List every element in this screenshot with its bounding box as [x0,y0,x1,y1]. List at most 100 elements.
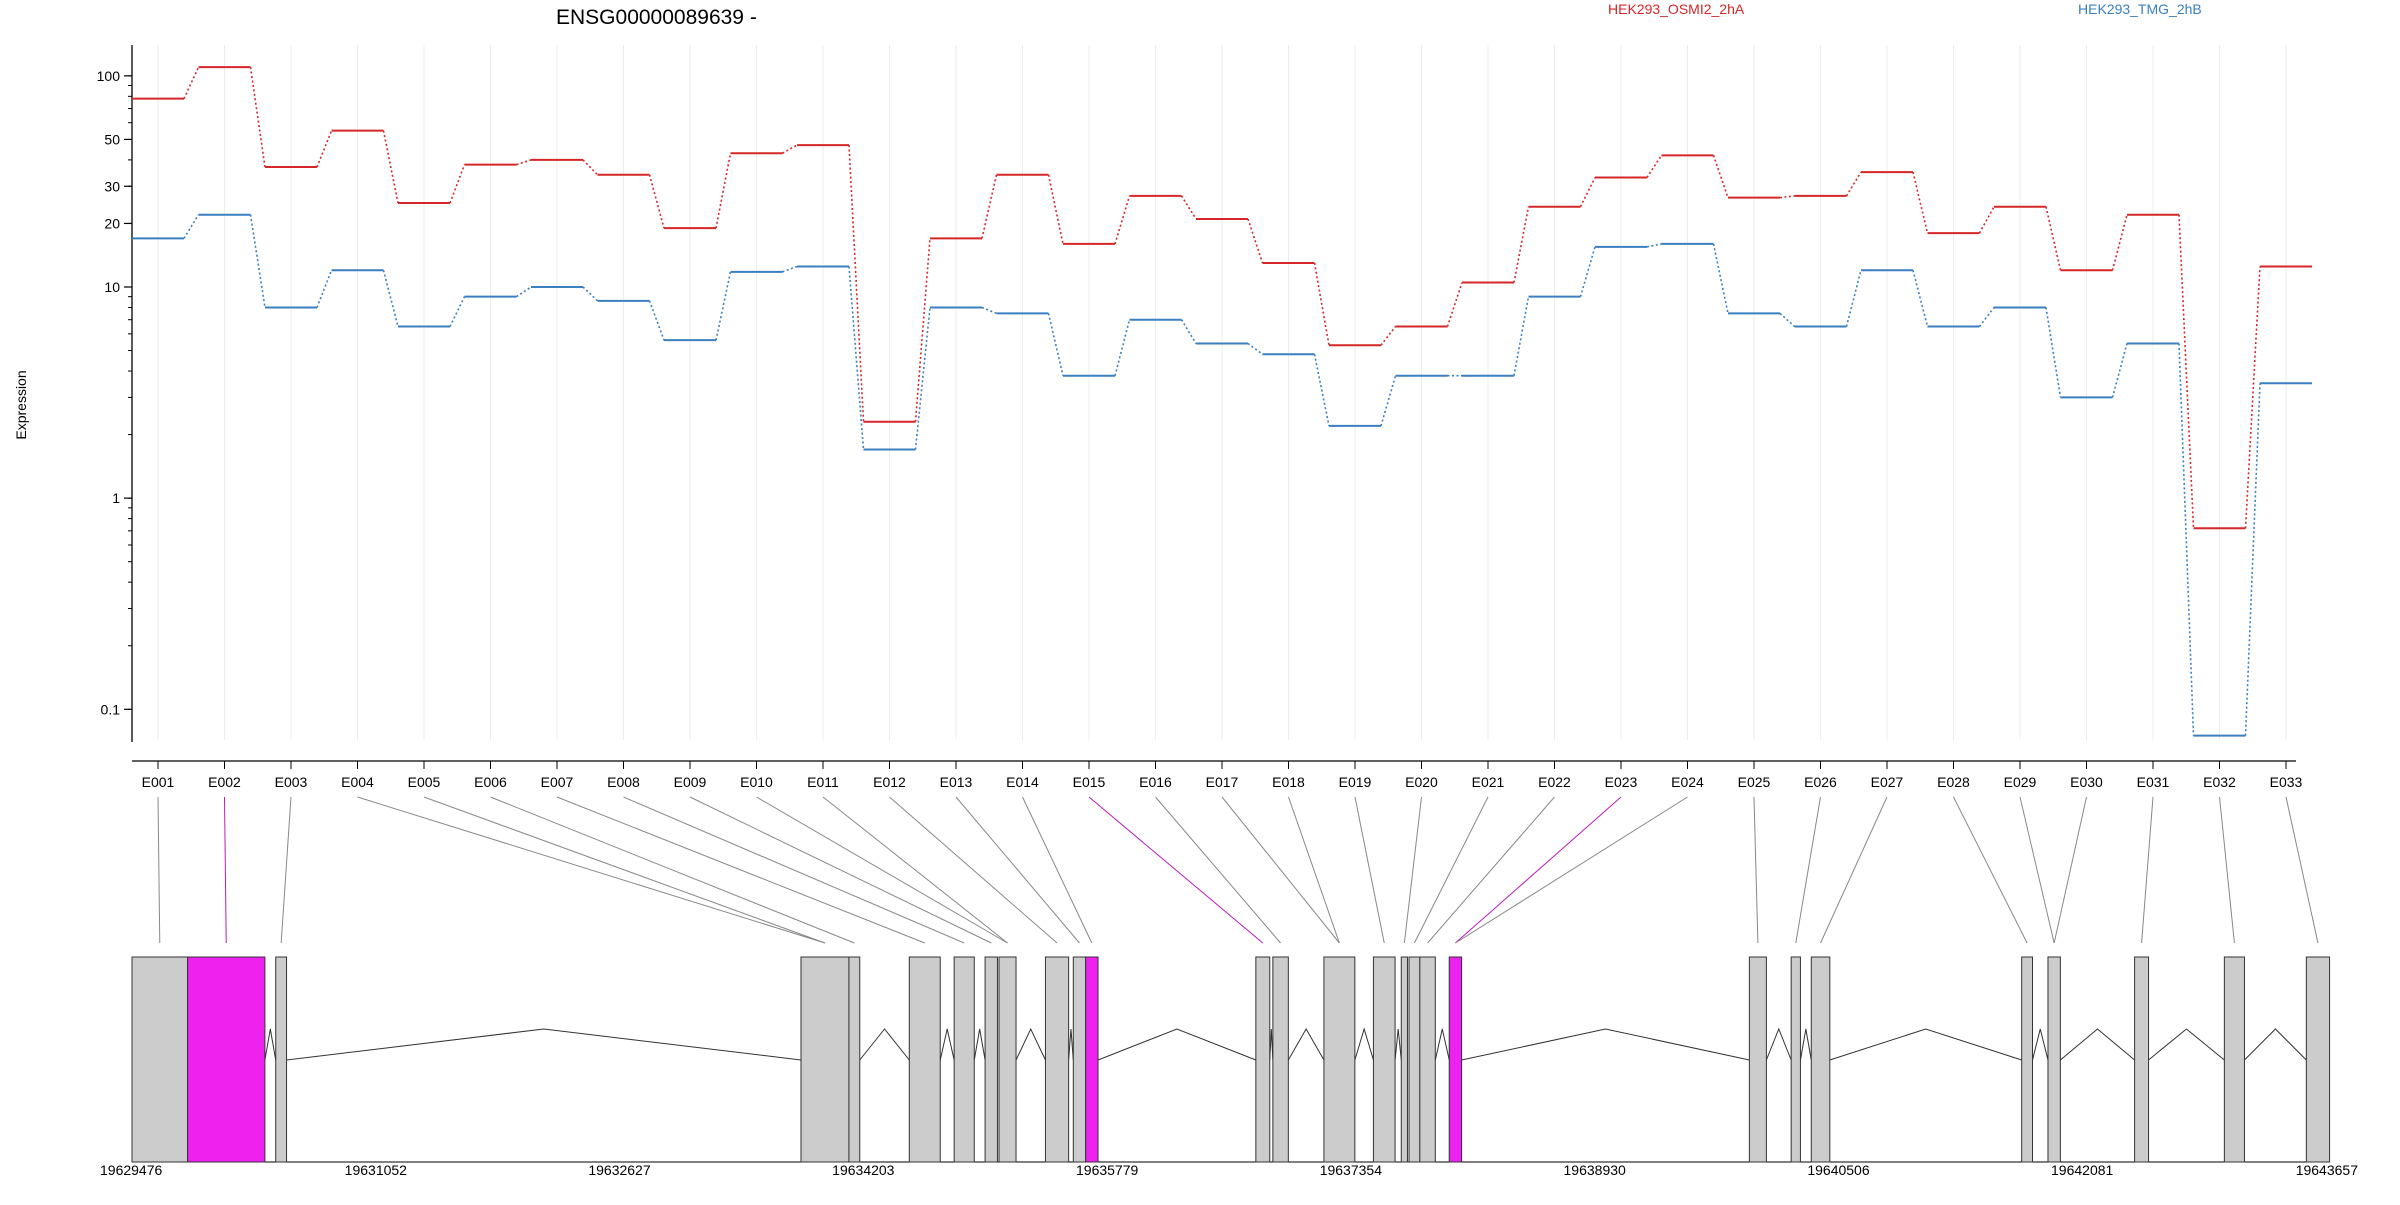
exon-box [998,956,1017,1163]
exon-connector [1022,796,1093,944]
exon-connector [1155,796,1281,944]
x-tick-label: E006 [474,774,507,790]
series-connector [2045,307,2062,398]
exon-connector [1413,796,1489,944]
series-connector [1646,154,1663,178]
y-tick-label: 10 [104,279,120,295]
exon-box [2305,956,2331,1163]
exon-box [1044,956,1070,1163]
exon-box [131,956,189,1163]
exon-connector [955,796,1080,944]
x-tick-label: E008 [607,774,640,790]
x-tick-label: E024 [1671,774,1704,790]
series-connector [2045,206,2062,271]
intron-line [1269,1028,1274,1061]
exon-connector [689,796,992,944]
legend-label-tmg: HEK293_TMG_2hB [2078,1,2202,17]
x-tick-label: E015 [1073,774,1106,790]
exon-box [1748,956,1767,1163]
series-connector [1047,174,1064,245]
exon-connector [2053,796,2087,944]
exon-connector [2019,796,2055,944]
exon-connector [1288,796,1340,944]
coordinate-label: 19642081 [2051,1162,2114,1178]
exon-box [1072,956,1087,1163]
intron-line [1287,1027,1325,1061]
series-connector [316,130,333,168]
exon-box [848,956,861,1163]
series-connector [2178,343,2195,736]
series-connector [1180,195,1197,220]
x-tick-label: E028 [1937,774,1970,790]
series-connector [2111,214,2128,271]
series-connector [249,66,266,168]
series-connector [1180,319,1197,344]
intron-line [939,1028,955,1061]
series-connector [1047,313,1064,376]
series-connector [1513,206,1530,283]
series-connector [582,159,599,176]
intron-line [1015,1027,1046,1061]
intron-line [973,1028,986,1061]
x-tick-label: E012 [873,774,906,790]
x-tick-label: E030 [2070,774,2103,790]
series-connector [981,174,998,239]
series-connector [1978,306,1995,327]
series-connector [715,271,732,341]
x-tick-label: E005 [408,774,441,790]
series-connector [1978,206,1995,234]
intron-line [1829,1028,2022,1061]
exon-box [187,956,266,1163]
intron-line [264,1028,277,1061]
x-tick-label: E032 [2203,774,2236,790]
series-connector [1712,155,1729,198]
x-tick-label: E009 [674,774,707,790]
legend-label-osmi2: HEK293_OSMI2_2hA [1608,1,1745,17]
series-2 [132,213,2312,737]
series-connector [516,159,532,166]
exon-connector [1953,796,2028,944]
coordinate-label: 19640506 [1807,1162,1870,1178]
series-connector [1313,262,1330,346]
exon-box [908,956,941,1163]
intron-line [1394,1028,1402,1061]
coordinate-label: 19631052 [345,1162,408,1178]
exon-box [1372,956,1396,1163]
y-tick-label: 0.1 [101,701,121,717]
series-connector [1912,171,1929,234]
exon-box [1810,956,1831,1163]
series-connector [1380,375,1397,427]
series-connector [848,266,865,450]
exon-connector [556,796,925,944]
series-connector [1779,195,1795,199]
x-tick-label: E002 [208,774,241,790]
series-connector [382,130,399,204]
y-tick-label: 100 [97,68,121,84]
exon-connector [1455,796,1688,944]
x-tick-label: E003 [275,774,308,790]
x-tick-label: E010 [740,774,773,790]
exon-connector [224,796,227,944]
series-connector [914,307,931,450]
y-tick-label: 50 [104,131,120,147]
x-tick-label: E022 [1538,774,1571,790]
x-tick-label: E029 [2004,774,2037,790]
exon-box [1085,956,1099,1163]
coordinate-label: 19637354 [1320,1162,1383,1178]
exon-box [1400,956,1408,1163]
intron-line [1434,1028,1450,1061]
exon-connector [1221,796,1340,944]
intron-line [2032,1028,2049,1061]
exon-connector [822,796,1008,944]
exon-connector [423,796,826,944]
exon-connector [623,796,965,944]
exon-connector [157,796,161,944]
exon-connector [1427,796,1555,944]
series-connector [715,153,732,229]
x-tick-label: E017 [1206,774,1239,790]
x-tick-label: E004 [341,774,374,790]
x-tick-label: E018 [1272,774,1305,790]
exon-connector [2141,796,2154,944]
exon-box [1272,956,1289,1163]
